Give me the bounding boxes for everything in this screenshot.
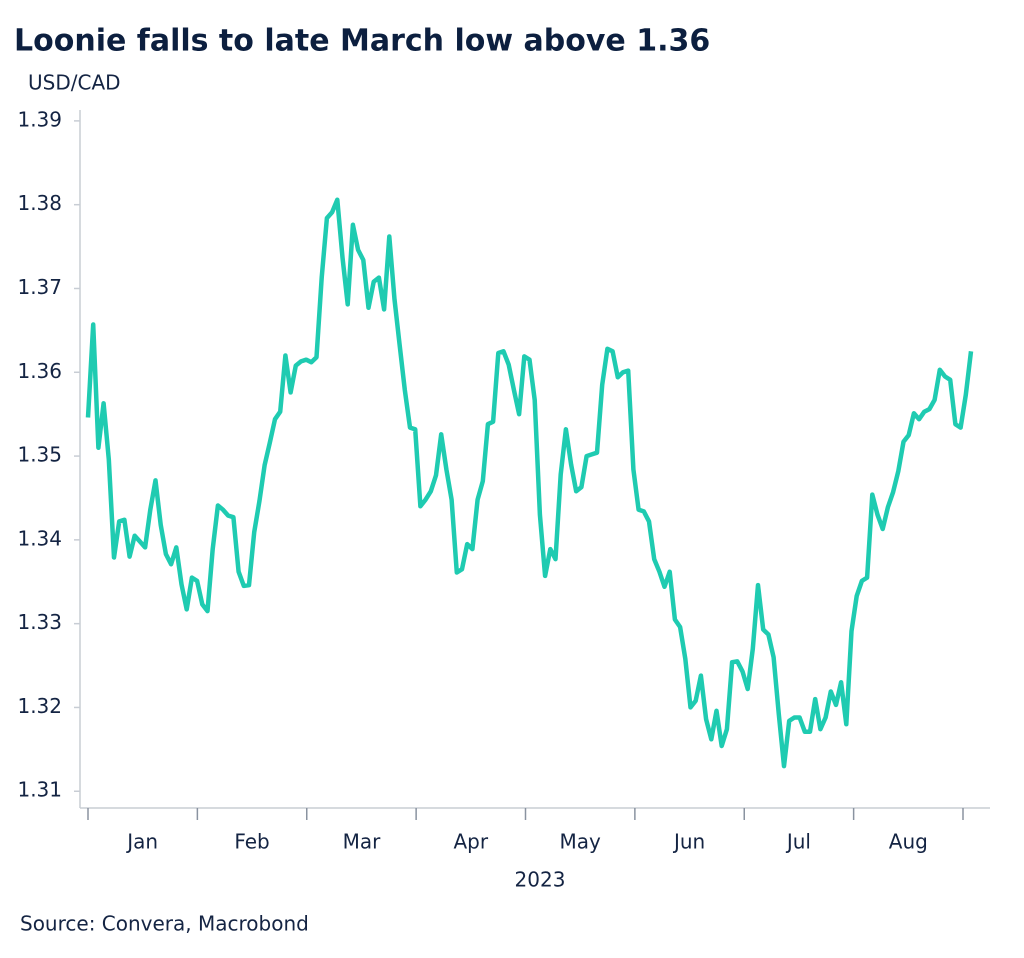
y-tick-label: 1.39 bbox=[17, 107, 62, 131]
x-tick-label: Aug bbox=[889, 830, 928, 854]
line bbox=[85, 197, 974, 769]
y-tick-label: 1.38 bbox=[17, 191, 62, 215]
y-tick-label: 1.36 bbox=[17, 359, 62, 383]
y-tick-label: 1.32 bbox=[17, 694, 62, 718]
x-tick-label: Jan bbox=[125, 830, 158, 854]
chart-title: Loonie falls to late March low above 1.3… bbox=[14, 24, 710, 59]
x-tick-label: Jun bbox=[672, 830, 705, 854]
y-tick-label: 1.33 bbox=[17, 610, 62, 634]
x-tick-label: Apr bbox=[454, 830, 489, 854]
y-tick-label: 1.34 bbox=[17, 526, 62, 550]
x-tick-label: Feb bbox=[234, 830, 269, 854]
y-tick-label: 1.37 bbox=[17, 275, 62, 299]
y-tick-label: 1.31 bbox=[17, 778, 62, 802]
x-tick-label: Mar bbox=[343, 830, 382, 854]
y-axis-label: USD/CAD bbox=[28, 71, 121, 95]
x-tick-label: May bbox=[560, 830, 602, 854]
x-tick-label: Jul bbox=[785, 830, 811, 854]
source: Source: Convera, Macrobond bbox=[20, 912, 309, 936]
y-tick-label: 1.35 bbox=[17, 443, 62, 467]
x-axis-label: 2023 bbox=[515, 868, 566, 892]
